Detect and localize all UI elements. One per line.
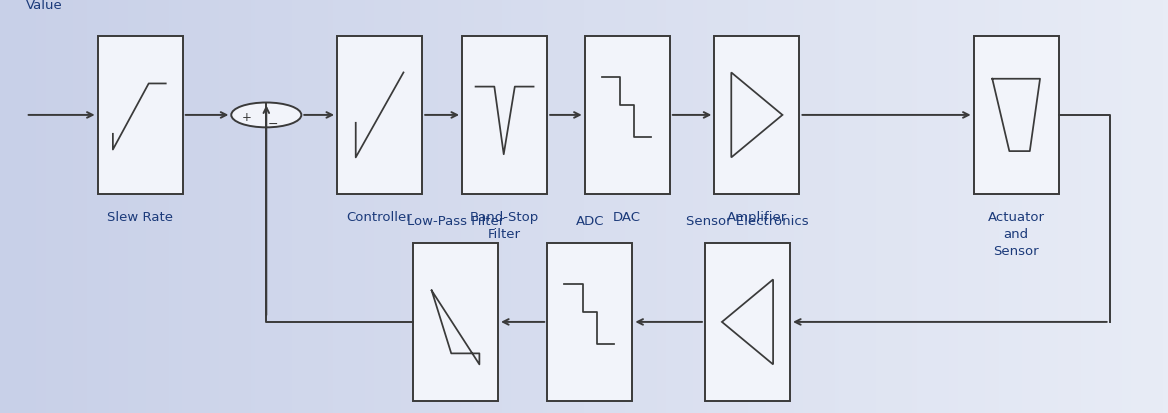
Text: Band-Stop
Filter: Band-Stop Filter bbox=[470, 211, 540, 240]
Circle shape bbox=[231, 103, 301, 128]
Text: DAC: DAC bbox=[613, 211, 641, 223]
Text: Low-Pass Filter: Low-Pass Filter bbox=[406, 214, 505, 227]
Polygon shape bbox=[722, 280, 773, 365]
Text: Sensor Electronics: Sensor Electronics bbox=[687, 214, 808, 227]
Bar bbox=[705, 244, 790, 401]
Polygon shape bbox=[731, 73, 783, 158]
Text: Slew Rate: Slew Rate bbox=[107, 211, 173, 223]
Bar bbox=[547, 244, 633, 401]
Text: ADC: ADC bbox=[576, 214, 604, 227]
Text: −: − bbox=[269, 117, 278, 130]
Bar bbox=[715, 37, 799, 194]
Bar bbox=[413, 244, 498, 401]
Text: Target
Value: Target Value bbox=[26, 0, 67, 12]
Bar bbox=[97, 37, 182, 194]
Bar bbox=[974, 37, 1058, 194]
Text: +: + bbox=[242, 111, 252, 124]
Bar bbox=[463, 37, 547, 194]
Text: Actuator
and
Sensor: Actuator and Sensor bbox=[988, 211, 1044, 258]
Text: Controller: Controller bbox=[347, 211, 412, 223]
Text: Amplifier: Amplifier bbox=[726, 211, 787, 223]
Bar bbox=[585, 37, 669, 194]
Bar bbox=[336, 37, 423, 194]
